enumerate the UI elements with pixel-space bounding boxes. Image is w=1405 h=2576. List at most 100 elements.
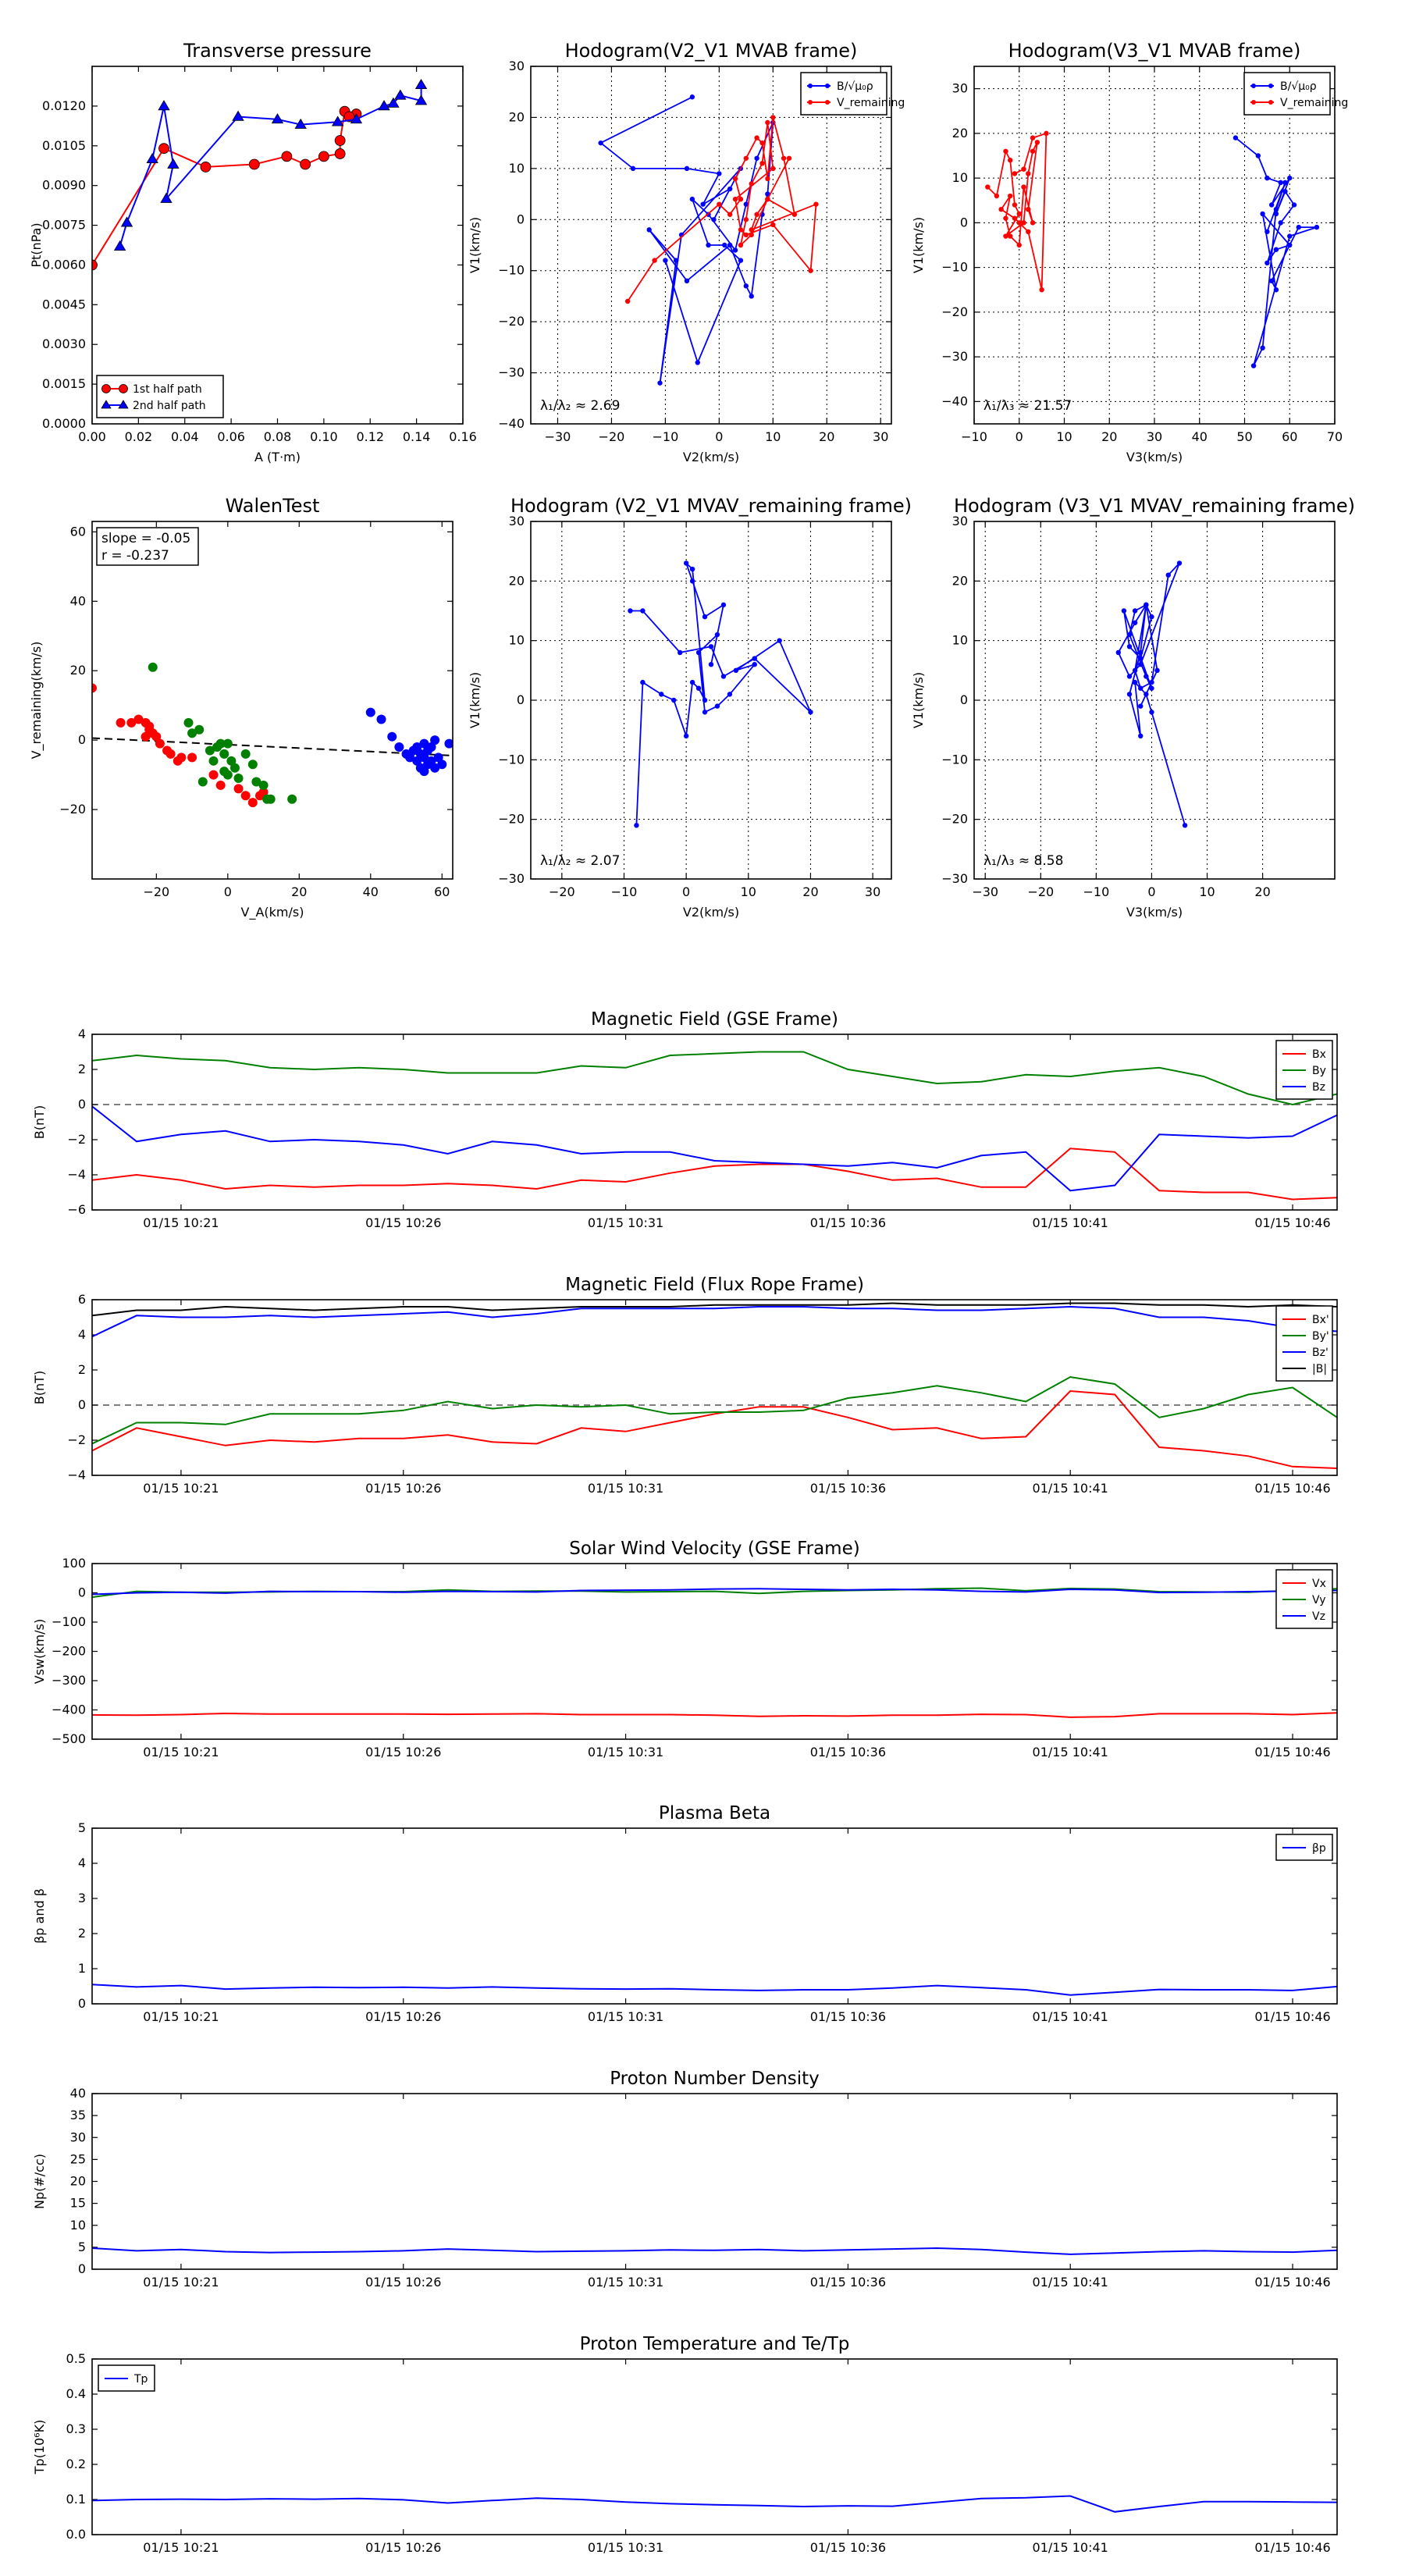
data-point	[205, 745, 215, 756]
y-tick-label: 0	[517, 212, 525, 226]
data-point	[318, 151, 329, 162]
series-bz	[92, 1105, 1337, 1192]
series-s2	[365, 707, 453, 777]
series-s0	[628, 560, 813, 828]
data-point	[689, 566, 695, 572]
x-tick-label: 0	[1147, 884, 1155, 899]
data-point	[233, 784, 244, 794]
y-tick-label: 20	[509, 573, 525, 588]
series-by	[92, 1051, 1337, 1106]
data-point	[759, 140, 765, 146]
data-point	[294, 118, 307, 129]
x-tick-label: 01/15 10:31	[588, 1215, 663, 1230]
y-tick-label: 30	[509, 59, 525, 73]
x-tick-label: 01/15 10:26	[365, 2540, 441, 2555]
y-tick-label: 5	[78, 1820, 86, 1835]
data-point	[1278, 180, 1283, 186]
plot-area	[92, 1051, 1337, 1201]
data-point	[1012, 171, 1018, 176]
y-tick-label: 4	[78, 1856, 86, 1870]
series-v-remaining	[624, 115, 819, 304]
chart-hodogram-v3-v1-mvav: Hodogram (V3_V1 MVAV_remaining frame) −30…	[911, 495, 1355, 920]
y-tick-label: −10	[498, 263, 525, 278]
y-tick-label: 20	[70, 663, 86, 678]
data-point	[1264, 175, 1270, 181]
chart-title: Hodogram(V3_V1 MVAB frame)	[1008, 40, 1301, 62]
chart-title: Plasma Beta	[659, 1803, 770, 1823]
y-tick-label: 0.5	[66, 2351, 86, 2366]
series-1st-half-path	[92, 105, 362, 271]
x-tick-label: 01/15 10:21	[143, 2540, 219, 2555]
x-axis-label: A (T·m)	[254, 450, 301, 464]
x-tick-label: 0.14	[403, 429, 431, 444]
data-point	[671, 697, 677, 703]
data-point	[1144, 674, 1149, 679]
y-tick-label: −30	[498, 871, 525, 886]
y-tick-label: 20	[952, 573, 968, 588]
data-point	[1264, 229, 1270, 235]
legend-marker	[825, 84, 830, 88]
x-tick-label: 01/15 10:26	[365, 1215, 441, 1230]
y-axis-label: V1(km/s)	[911, 217, 926, 273]
data-point	[985, 184, 991, 190]
x-tick-label: 01/15 10:41	[1033, 2540, 1108, 2555]
x-axis-label: V2(km/s)	[683, 905, 739, 920]
chart-magnetic-field-gse: Magnetic Field (GSE Frame) 01/15 10:21 01/…	[32, 1009, 1338, 1230]
series-line	[92, 1302, 1337, 1317]
y-tick-label: 0.0105	[42, 138, 86, 153]
data-point	[640, 679, 646, 685]
y-tick-label: −300	[52, 1673, 86, 1688]
x-axis-label: V3(km/s)	[1126, 905, 1183, 920]
y-tick-label: 0.3	[66, 2421, 86, 2436]
data-point	[1165, 572, 1171, 578]
data-point	[1021, 220, 1026, 226]
data-point	[770, 115, 776, 120]
y-tick-label: −20	[59, 802, 86, 817]
data-point	[770, 165, 776, 172]
data-point	[1012, 202, 1018, 208]
data-point	[720, 674, 727, 679]
x-tick-label: −20	[549, 884, 575, 899]
series-line	[92, 1305, 1337, 1338]
data-point	[1138, 662, 1144, 667]
y-axis-label: V_remaining(km/s)	[29, 642, 44, 760]
x-tick-label: 0	[224, 884, 232, 899]
data-point	[765, 196, 770, 202]
data-point	[1039, 287, 1044, 293]
data-point	[1138, 649, 1144, 656]
chart-walen-test: WalenTest −20 0 20 40 60 −20 0 20 40 60 V_A(km/s) V_…	[29, 495, 454, 920]
y-tick-label: −400	[52, 1703, 86, 1717]
plot-frame	[91, 2358, 1338, 2535]
x-tick-label: 10	[765, 429, 781, 444]
data-point	[233, 774, 244, 784]
y-tick-label: 6	[78, 1292, 86, 1307]
data-point	[116, 717, 126, 728]
legend-label: Vz	[1312, 1610, 1325, 1623]
data-point	[208, 770, 219, 780]
data-point	[187, 753, 197, 763]
data-point	[176, 753, 187, 763]
legend: Vx Vy Vz	[1275, 1569, 1333, 1629]
data-point	[689, 578, 695, 584]
legend-label: V_remaining	[1280, 97, 1348, 109]
y-tick-label: 2	[78, 1362, 86, 1377]
x-tick-label: 01/15 10:36	[810, 1215, 886, 1230]
y-tick-label: −4	[67, 1468, 86, 1482]
legend: Bx' By' Bz' |B|	[1275, 1305, 1333, 1382]
data-point	[1149, 614, 1154, 620]
x-tick-label: −10	[961, 429, 987, 444]
x-tick-label: −30	[972, 884, 998, 899]
plot-area	[92, 1302, 1337, 1469]
x-axis-label: V3(km/s)	[1126, 450, 1183, 464]
data-point	[376, 714, 386, 724]
data-point	[430, 763, 440, 773]
data-point	[743, 155, 749, 161]
data-point	[281, 151, 293, 162]
data-point	[706, 242, 711, 248]
series-line	[92, 2495, 1337, 2513]
data-point	[1144, 692, 1149, 697]
x-tick-label: 10	[1056, 429, 1072, 444]
data-point	[265, 794, 276, 804]
data-point	[749, 294, 754, 299]
x-tick-label: 01/15 10:46	[1254, 1745, 1330, 1759]
